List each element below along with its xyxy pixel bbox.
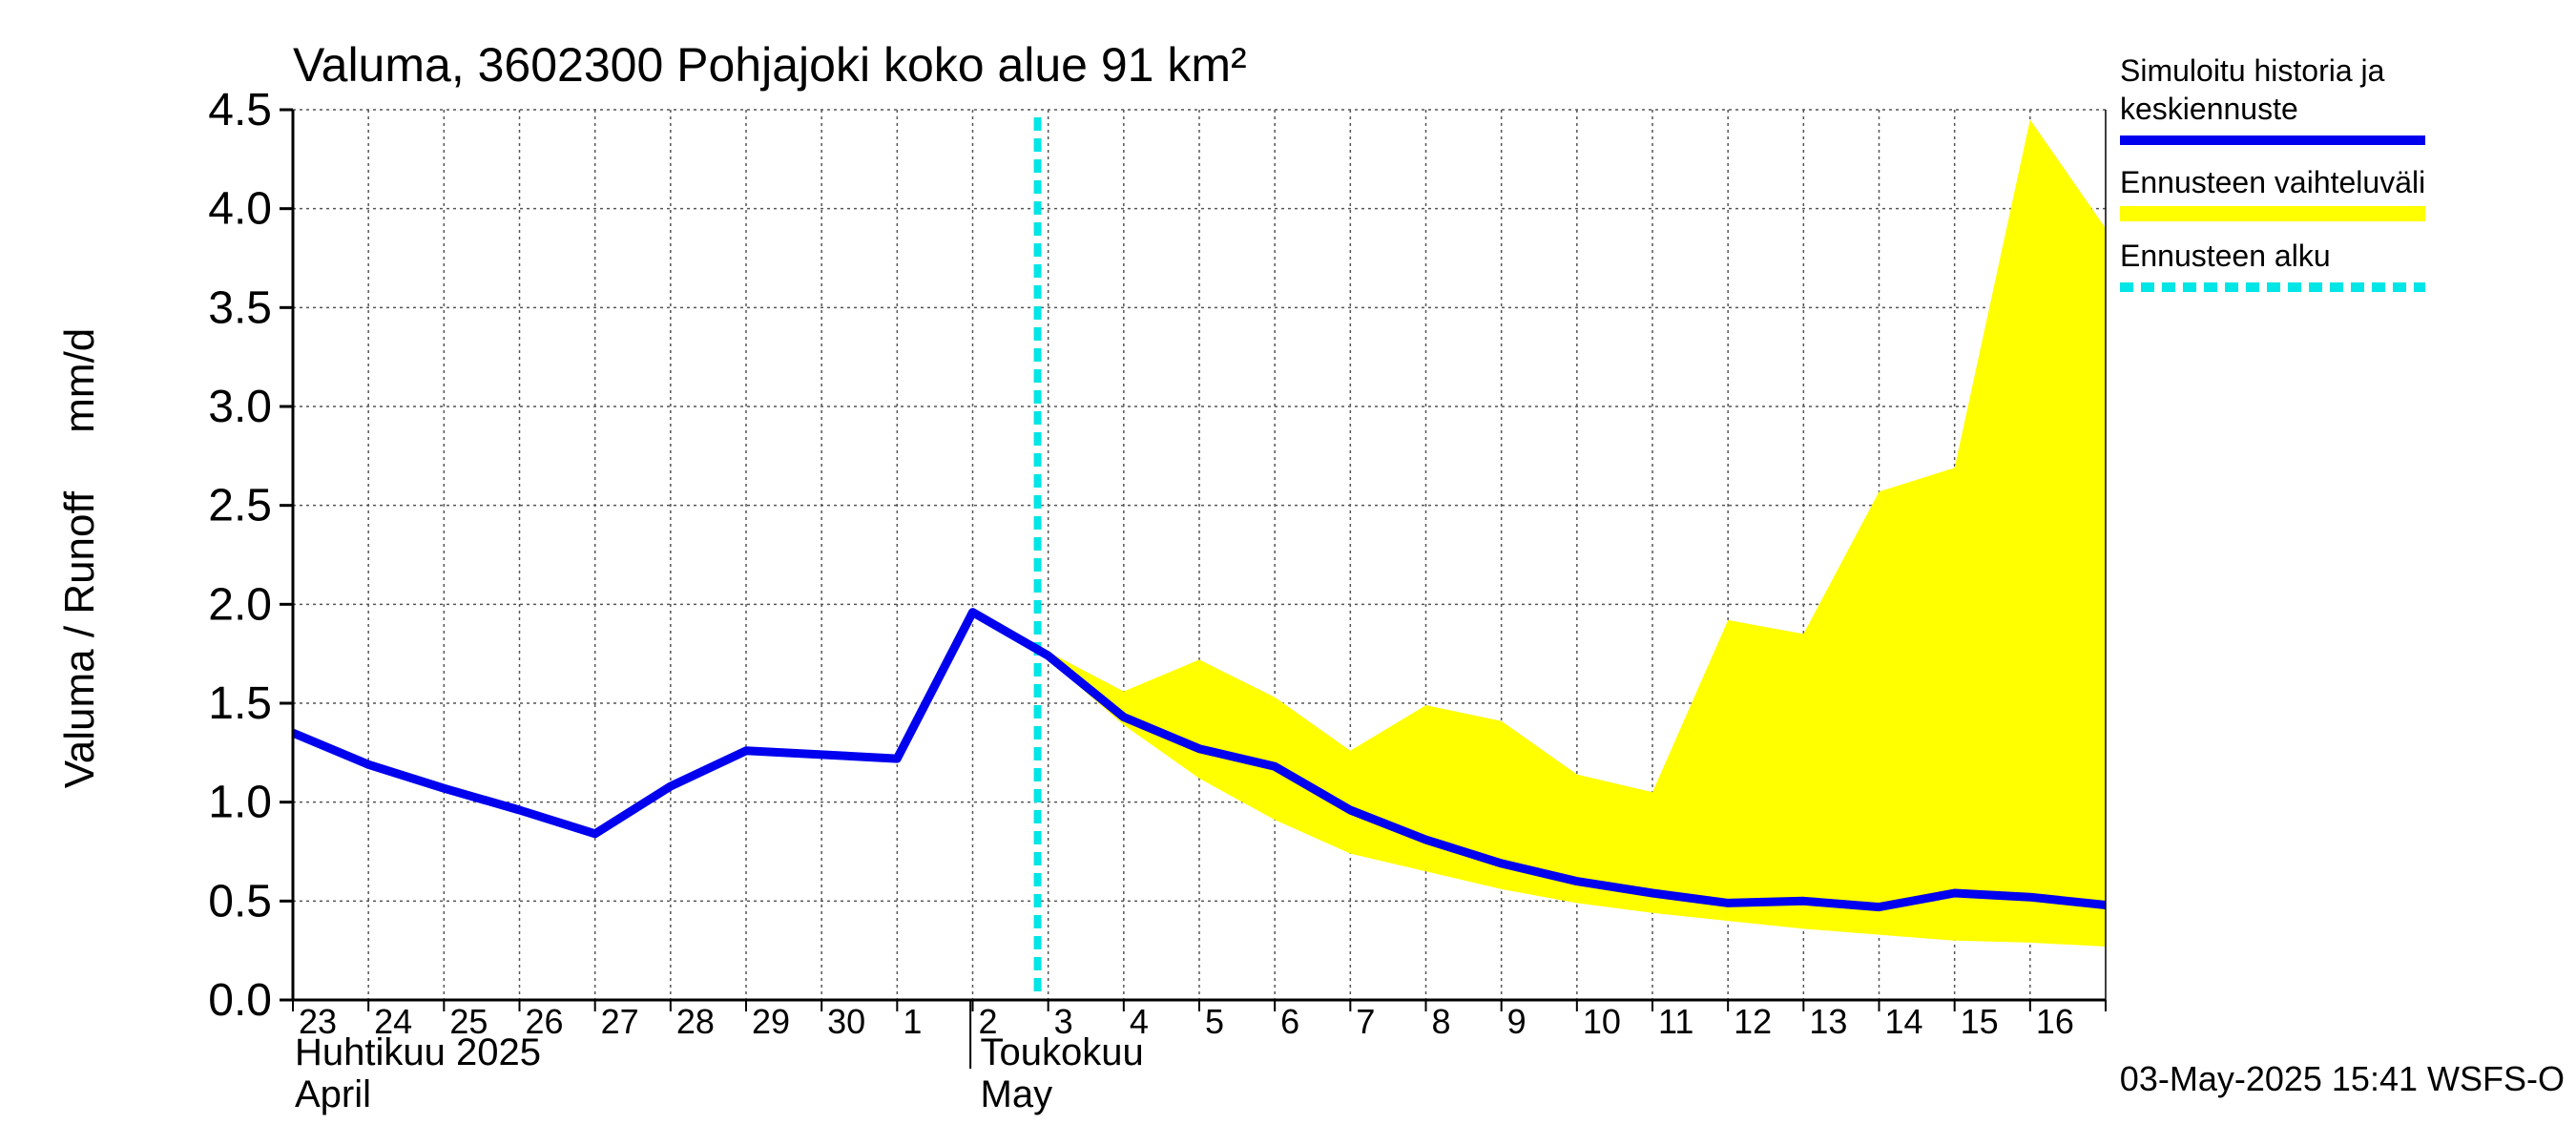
x-tick-label: 13 <box>1809 1002 1847 1041</box>
y-tick-label: 1.0 <box>208 778 272 828</box>
x-tick-label: 28 <box>676 1002 715 1041</box>
x-tick-label: 9 <box>1507 1002 1527 1041</box>
x-tick-label: 14 <box>1885 1002 1923 1041</box>
x-tick-label: 11 <box>1658 1002 1693 1041</box>
y-tick-label: 2.0 <box>208 579 272 630</box>
y-tick-label: 1.5 <box>208 678 272 729</box>
legend-label: Simuloitu historia ja <box>2120 53 2385 88</box>
x-tick-label: 12 <box>1734 1002 1772 1041</box>
month-label: Toukokuu <box>981 1031 1144 1073</box>
x-tick-label: 23 <box>299 1002 337 1041</box>
x-tick-label: 5 <box>1205 1002 1224 1041</box>
x-tick-label: 25 <box>449 1002 488 1041</box>
legend: Simuloitu historia ja keskiennuste Ennuste… <box>2120 53 2425 292</box>
x-tick-label: 8 <box>1432 1002 1451 1041</box>
month-label-english: April <box>295 1073 371 1115</box>
chart-title: Valuma, 3602300 Pohjajoki koko alue 91 k… <box>293 38 1247 92</box>
x-tick-label: 26 <box>526 1002 564 1041</box>
y-tick-label: 2.5 <box>208 481 272 531</box>
x-tick-label: 27 <box>601 1002 639 1041</box>
x-tick-label: 1 <box>903 1002 922 1041</box>
x-tick-label: 3 <box>1054 1002 1073 1041</box>
y-tick-label: 0.5 <box>208 876 272 926</box>
y-tick-label: 4.5 <box>208 85 272 135</box>
month-label-english: May <box>981 1073 1053 1115</box>
x-tick-label: 30 <box>827 1002 865 1041</box>
plot-area: 0.00.51.01.52.02.53.03.54.04.523 24 25 26 27… <box>208 85 2107 1115</box>
y-tick-label: 3.0 <box>208 382 272 432</box>
month-label: Huhtikuu 2025 <box>295 1031 541 1073</box>
x-tick-label: 29 <box>752 1002 790 1041</box>
forecast-range-band <box>1048 119 2106 947</box>
y-axis-label: Valuma / Runoff mm/d <box>56 328 103 789</box>
x-tick-label: 15 <box>1961 1002 1999 1041</box>
y-tick-label: 4.0 <box>208 184 272 235</box>
x-tick-label: 6 <box>1280 1002 1299 1041</box>
legend-label: Ennusteen alku <box>2120 239 2331 273</box>
x-tick-label: 24 <box>374 1002 412 1041</box>
x-tick-label: 4 <box>1130 1002 1149 1041</box>
x-tick-label: 10 <box>1583 1002 1621 1041</box>
legend-label: keskiennuste <box>2120 92 2298 126</box>
legend-label: Ennusteen vaihteluväli <box>2120 165 2425 199</box>
x-tick-label: 2 <box>979 1002 998 1041</box>
timestamp-label: 03-May-2025 15:41 WSFS-O <box>2120 1059 2565 1098</box>
x-tick-label: 16 <box>2036 1002 2074 1041</box>
y-tick-label: 0.0 <box>208 975 272 1026</box>
x-tick-label: 7 <box>1356 1002 1375 1041</box>
y-tick-label: 3.5 <box>208 282 272 333</box>
